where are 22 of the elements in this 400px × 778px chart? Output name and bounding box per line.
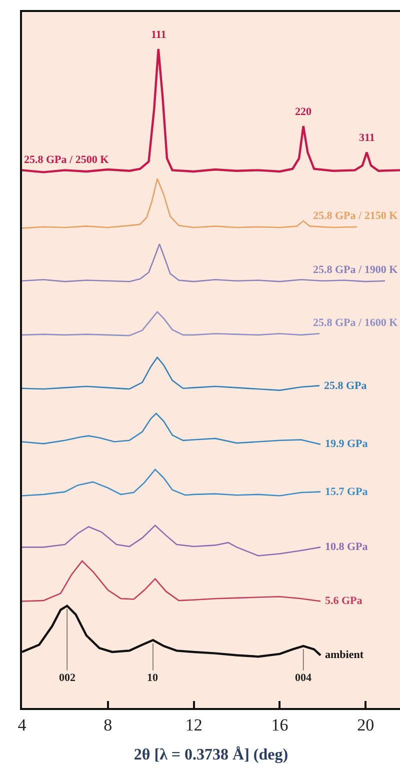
x-tick-label: 20 — [357, 715, 374, 734]
x-axis-title: 2θ [λ = 0.3738 Å] (deg) — [134, 746, 288, 764]
series-label: 5.6 GPa — [325, 595, 363, 607]
series-label: 25.8 GPa / 2150 K — [313, 210, 398, 222]
series-label: 25.8 GPa / 1600 K — [313, 317, 398, 329]
series-label: 15.7 GPa — [325, 486, 368, 498]
annotation: 004 — [295, 672, 312, 684]
annotation: 002 — [59, 672, 76, 684]
series-label: 25.8 GPa / 2500 K — [24, 154, 110, 166]
x-tick-label: 8 — [104, 715, 112, 734]
annotation: 220 — [295, 106, 312, 118]
x-tick-label: 12 — [185, 715, 202, 734]
annotation: 111 — [151, 29, 166, 41]
x-tick-label: 4 — [18, 715, 27, 734]
series-label: ambient — [325, 649, 364, 661]
x-tick-label: 16 — [271, 715, 288, 734]
series-label: 19.9 GPa — [325, 438, 368, 450]
series-label: 25.8 GPa — [324, 380, 368, 392]
series-label: 25.8 GPa / 1900 K — [313, 264, 398, 276]
series-label: 10.8 GPa — [325, 541, 368, 553]
annotation: 10 — [147, 672, 158, 684]
annotation: 311 — [359, 132, 375, 144]
